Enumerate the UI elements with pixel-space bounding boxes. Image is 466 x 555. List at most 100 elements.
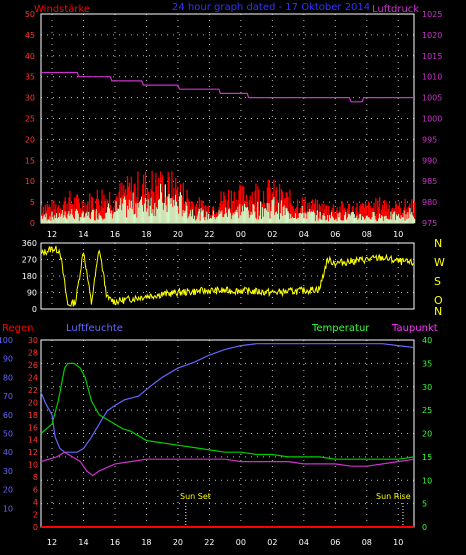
wind-gust-bar bbox=[367, 201, 369, 223]
tick-x1-18: 18 bbox=[141, 230, 151, 239]
wind-gust-bar bbox=[242, 185, 244, 223]
wind-gust-bar bbox=[93, 209, 96, 223]
wind-avg-bar bbox=[414, 218, 416, 223]
wind-avg-bar bbox=[147, 199, 149, 223]
wind-gust-bar bbox=[146, 188, 149, 223]
tick-regen-20: 20 bbox=[28, 398, 38, 407]
series-line-taupunkt bbox=[40, 451, 415, 477]
wind-gust-bar bbox=[248, 200, 250, 223]
wind-gust-bar bbox=[94, 211, 97, 223]
tick-dir-letter-1: W bbox=[434, 256, 445, 269]
wind-gust-bar bbox=[119, 183, 121, 223]
tick-pressure-1000: 1000 bbox=[422, 115, 442, 124]
tick-x3-18: 18 bbox=[141, 538, 151, 547]
tick-pressure-995: 995 bbox=[422, 135, 437, 144]
wind-gust-bar bbox=[387, 208, 389, 223]
tick-humidity-30: 30 bbox=[3, 467, 13, 476]
wind-avg-bar bbox=[314, 221, 317, 223]
wind-gust-bar bbox=[151, 170, 153, 223]
wind-avg-bar bbox=[180, 195, 183, 223]
wind-avg-bar bbox=[360, 213, 362, 223]
wind-gust-bar bbox=[53, 200, 55, 223]
wind-gust-bar bbox=[365, 205, 368, 223]
wind-avg-bar bbox=[295, 218, 298, 223]
wind-avg-bar bbox=[294, 217, 296, 223]
wind-avg-bar bbox=[332, 217, 335, 223]
wind-avg-bar bbox=[411, 212, 413, 223]
wind-avg-bar bbox=[363, 217, 365, 223]
wind-avg-bar bbox=[44, 217, 47, 223]
wind-avg-bar bbox=[41, 218, 44, 223]
tick-temp-15: 15 bbox=[422, 453, 432, 462]
tick-regen-0: 0 bbox=[33, 523, 38, 532]
wind-avg-bar bbox=[240, 215, 242, 223]
wind-avg-bar bbox=[384, 215, 386, 223]
wind-avg-bar bbox=[218, 210, 220, 223]
wind-avg-bar bbox=[88, 211, 90, 223]
wind-gust-bar bbox=[278, 184, 281, 223]
wind-avg-bar bbox=[278, 219, 281, 223]
wind-avg-bar bbox=[354, 217, 356, 223]
wind-gust-bar bbox=[50, 213, 52, 223]
wind-avg-bar bbox=[222, 217, 224, 223]
wind-gust-bar bbox=[341, 200, 343, 223]
wind-avg-bar bbox=[120, 198, 122, 223]
wind-avg-bar bbox=[383, 216, 386, 223]
wind-avg-bar bbox=[214, 219, 216, 223]
wind-gust-bar bbox=[295, 207, 298, 223]
tick-x1-22: 22 bbox=[204, 230, 214, 239]
wind-gust-bar bbox=[108, 191, 111, 223]
header-wind-label: Windstärke bbox=[34, 4, 90, 15]
wind-gust-bar bbox=[382, 209, 385, 223]
wind-avg-bar bbox=[336, 221, 338, 223]
wind-avg-bar bbox=[315, 215, 318, 223]
wind-avg-bar bbox=[78, 220, 81, 223]
wind-avg-bar bbox=[81, 213, 83, 223]
wind-avg-bar bbox=[169, 198, 171, 223]
wind-gust-bar bbox=[240, 185, 242, 223]
wind-avg-bar bbox=[300, 213, 302, 223]
wind-avg-bar bbox=[152, 209, 154, 223]
wind-avg-bar bbox=[159, 198, 161, 223]
wind-avg-bar bbox=[161, 202, 164, 223]
wind-avg-bar bbox=[90, 219, 92, 223]
tick-pressure-1010: 1010 bbox=[422, 73, 442, 82]
wind-gust-bar bbox=[284, 198, 286, 223]
tick-regen-14: 14 bbox=[28, 436, 38, 445]
wind-avg-bar bbox=[261, 207, 264, 223]
wind-avg-bar bbox=[374, 215, 376, 223]
wind-gust-bar bbox=[72, 203, 74, 223]
wind-gust-bar bbox=[254, 190, 256, 223]
wind-avg-bar bbox=[154, 203, 156, 223]
wind-avg-bar bbox=[316, 210, 318, 223]
wind-gust-bar bbox=[101, 189, 103, 223]
wind-avg-bar bbox=[317, 220, 319, 223]
wind-avg-bar bbox=[376, 221, 378, 223]
wind-avg-bar bbox=[209, 218, 211, 223]
tick-wind-40: 40 bbox=[25, 52, 35, 61]
wind-avg-bar bbox=[304, 212, 306, 223]
wind-avg-bar bbox=[230, 219, 233, 223]
sunset-label: Sun Set bbox=[180, 492, 211, 501]
wind-avg-bar bbox=[100, 215, 102, 223]
wind-avg-bar bbox=[302, 212, 304, 223]
wind-avg-bar bbox=[402, 217, 404, 223]
wind-gust-bar bbox=[381, 204, 384, 223]
wind-avg-bar bbox=[310, 212, 312, 223]
wind-avg-bar bbox=[190, 210, 192, 223]
wind-avg-bar bbox=[85, 213, 87, 223]
wind-avg-bar bbox=[392, 214, 394, 223]
tick-wind-5: 5 bbox=[30, 198, 35, 207]
wind-gust-bar bbox=[230, 190, 233, 223]
wind-avg-bar bbox=[108, 208, 111, 223]
tick-x3-02: 02 bbox=[267, 538, 277, 547]
wind-gust-bar bbox=[87, 201, 89, 223]
wind-gust-bar bbox=[335, 210, 337, 223]
wind-avg-bar bbox=[204, 220, 206, 223]
wind-gust-bar bbox=[343, 210, 345, 223]
wind-avg-bar bbox=[397, 214, 400, 223]
wind-gust-bar bbox=[44, 204, 47, 223]
wind-gust-bar bbox=[142, 184, 144, 223]
wind-avg-bar bbox=[130, 200, 132, 223]
